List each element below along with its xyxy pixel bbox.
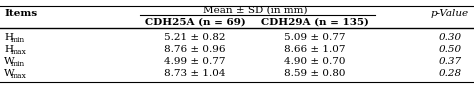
Text: max: max [11, 71, 27, 79]
Text: CDH29A (n = 135): CDH29A (n = 135) [261, 17, 369, 26]
Text: 0.30: 0.30 [438, 33, 462, 41]
Text: W: W [4, 68, 15, 78]
Text: H: H [4, 33, 13, 41]
Text: 8.66 ± 1.07: 8.66 ± 1.07 [284, 44, 346, 53]
Text: 8.73 ± 1.04: 8.73 ± 1.04 [164, 68, 226, 78]
Text: 0.50: 0.50 [438, 44, 462, 53]
Text: H: H [4, 44, 13, 53]
Text: 0.37: 0.37 [438, 56, 462, 65]
Text: min: min [11, 60, 25, 68]
Text: W: W [4, 56, 15, 65]
Text: 5.09 ± 0.77: 5.09 ± 0.77 [284, 33, 346, 41]
Text: 5.21 ± 0.82: 5.21 ± 0.82 [164, 33, 226, 41]
Text: CDH25A (n = 69): CDH25A (n = 69) [145, 17, 246, 26]
Text: Items: Items [4, 10, 37, 18]
Text: min: min [11, 36, 25, 44]
Text: max: max [11, 48, 27, 56]
Text: 0.28: 0.28 [438, 68, 462, 78]
Text: 8.59 ± 0.80: 8.59 ± 0.80 [284, 68, 346, 78]
Text: 4.90 ± 0.70: 4.90 ± 0.70 [284, 56, 346, 65]
Text: Mean ± SD (in mm): Mean ± SD (in mm) [203, 6, 307, 14]
Text: 8.76 ± 0.96: 8.76 ± 0.96 [164, 44, 226, 53]
Text: p-Value: p-Value [431, 10, 469, 18]
Text: 4.99 ± 0.77: 4.99 ± 0.77 [164, 56, 226, 65]
